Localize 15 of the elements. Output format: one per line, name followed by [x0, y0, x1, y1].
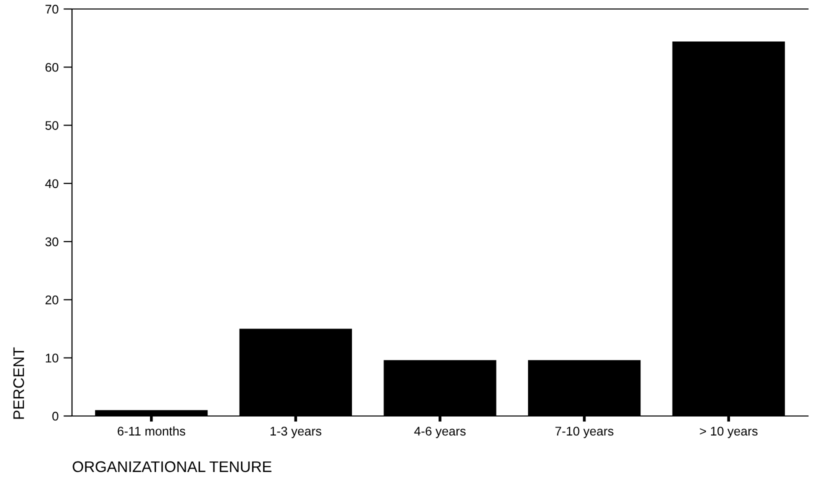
x-tick-label: 6-11 months	[118, 426, 186, 436]
y-tick-label: 70	[46, 4, 58, 14]
x-tick-label: 1-3 years	[270, 426, 322, 438]
x-tick-label: 4-6 years	[414, 426, 466, 438]
y-tick-label: 20	[46, 296, 58, 304]
y-tick-label: 60	[46, 62, 58, 72]
y-tick-label: 50	[45, 121, 58, 130]
y-axis-title: PERCENT	[13, 347, 24, 419]
y-tick-label: 10	[46, 354, 58, 363]
x-tick-label: 7-10 years	[555, 426, 614, 438]
x-tick-label: > 10 years	[700, 426, 758, 438]
y-tick-label: 30	[45, 237, 58, 246]
y-tick-label: 40	[45, 179, 58, 188]
x-axis-title: ORGANIZATIONAL TENURE	[72, 461, 272, 472]
y-tick-label: 0	[52, 412, 58, 421]
